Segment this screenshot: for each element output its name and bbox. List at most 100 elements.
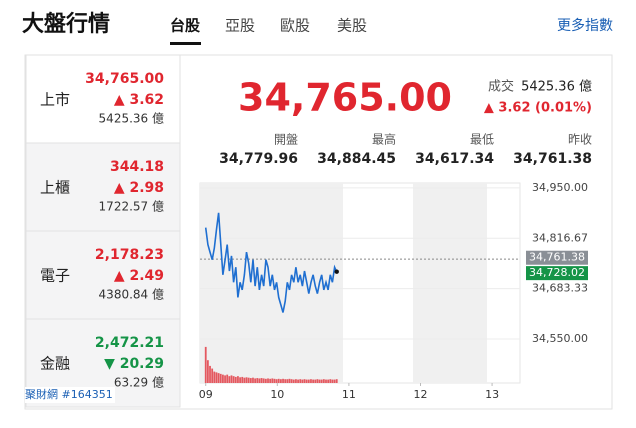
volume-bar — [249, 378, 252, 383]
volume-bar — [316, 379, 319, 383]
volume-bar — [320, 379, 323, 383]
tab-underline — [170, 42, 201, 45]
sidebar-price: 2,178.23 — [95, 247, 164, 263]
sidebar-change: ▲ 2.98 — [114, 180, 164, 196]
y-tick-label: 34,683.33 — [532, 282, 588, 295]
sidebar-volume: 5425.36 億 — [99, 112, 164, 126]
volume-bar — [213, 371, 216, 383]
sidebar-row[interactable] — [25, 230, 181, 320]
tab[interactable]: 台股 — [170, 17, 201, 35]
watermark-bg — [25, 387, 115, 403]
price-line — [204, 212, 338, 313]
price-tag-label: 34,728.02 — [529, 266, 585, 279]
stat-label: 開盤 — [274, 133, 298, 147]
volume-bar — [230, 375, 233, 383]
volume-bar — [260, 378, 263, 383]
volume-bar — [325, 379, 327, 383]
volume-bar — [301, 379, 304, 383]
price-tag — [526, 266, 588, 281]
volume-bar — [277, 378, 280, 383]
volume-bar — [335, 379, 338, 383]
sidebar-price: 344.18 — [110, 159, 164, 175]
volume-bar — [209, 365, 211, 383]
volume-bar — [271, 378, 274, 383]
volume-bar — [239, 377, 241, 383]
volume-bar — [243, 377, 246, 383]
volume-bar — [314, 379, 317, 383]
sidebar-change: ▲ 2.49 — [114, 268, 164, 284]
volume-bar — [297, 379, 299, 383]
volume-bar — [211, 368, 214, 383]
x-tick-label: 12 — [413, 388, 427, 401]
stat-value: 34,617.34 — [415, 151, 494, 167]
volume-bar — [267, 378, 269, 383]
volume-bar — [226, 374, 229, 383]
volume-bar — [288, 378, 291, 383]
stat-value: 34,779.96 — [219, 151, 298, 167]
volume-bar — [262, 378, 265, 383]
title: 大盤行情 — [22, 11, 110, 37]
y-tick-label: 34,550.00 — [532, 332, 588, 345]
watermark: 聚財網 #164351 — [25, 387, 113, 401]
volume-bar — [286, 379, 289, 383]
volume-bar — [224, 375, 226, 383]
volume-bar — [222, 374, 224, 383]
volume-bar — [303, 379, 306, 383]
price-tag — [526, 250, 588, 265]
volume-bar — [292, 379, 295, 383]
volume-bar — [245, 377, 248, 383]
last-point — [334, 269, 339, 274]
stat-label: 最高 — [372, 132, 396, 147]
tab[interactable]: 亞股 — [225, 17, 255, 35]
tab[interactable]: 美股 — [337, 17, 367, 35]
volume-bar — [299, 379, 302, 383]
volume-bar — [312, 379, 315, 383]
volume-bar — [234, 376, 237, 383]
volume-bar — [237, 376, 239, 383]
sidebar-change: ▼ 20.29 — [104, 356, 164, 372]
volume-bar — [206, 360, 209, 383]
tab[interactable]: 歐股 — [280, 17, 310, 35]
volume-bar — [282, 378, 284, 383]
more-link[interactable]: 更多指數 — [557, 17, 613, 34]
stat-value: 34,884.45 — [317, 151, 396, 167]
volume-bar — [331, 379, 334, 383]
panel-border — [24, 54, 613, 410]
volume-bar — [295, 379, 297, 383]
stat-label: 最低 — [470, 133, 494, 147]
sidebar-name: 電子 — [40, 267, 70, 285]
x-tick-label: 10 — [270, 388, 284, 401]
volume-bar — [327, 379, 330, 383]
volume-bar — [228, 376, 231, 383]
sidebar-row[interactable] — [25, 54, 181, 144]
volume-bar — [232, 376, 235, 383]
volume-bar — [273, 378, 276, 383]
sidebar-price: 2,472.21 — [95, 335, 164, 351]
summary-change: ▲ 3.62 (0.01%) — [484, 101, 592, 116]
volume-bar — [269, 378, 272, 383]
sidebar-row[interactable] — [25, 142, 181, 232]
volume-bar — [305, 379, 308, 383]
volume-bar — [252, 377, 254, 383]
volume-bar — [264, 378, 267, 383]
volume-bar — [307, 379, 310, 383]
volume-bar — [217, 373, 220, 383]
x-tick-label: 09 — [199, 388, 213, 401]
sidebar-volume: 63.29 億 — [114, 376, 164, 390]
volume-bar — [219, 373, 222, 383]
volume-bar — [284, 379, 287, 383]
x-tick-label: 11 — [342, 388, 356, 401]
volume-bar — [310, 379, 312, 383]
volume-bar — [322, 379, 325, 383]
volume-value: 5425.36 億 — [521, 79, 592, 95]
y-tick-label: 34,816.67 — [532, 231, 588, 244]
volume-bar — [215, 372, 218, 383]
volume-bar — [329, 379, 332, 383]
volume-bar — [241, 376, 244, 383]
volume-bar — [256, 378, 259, 383]
y-tick-label: 34,950.00 — [532, 181, 588, 194]
volume-label: 成交 — [488, 79, 514, 95]
sidebar-name: 上市 — [40, 91, 70, 109]
